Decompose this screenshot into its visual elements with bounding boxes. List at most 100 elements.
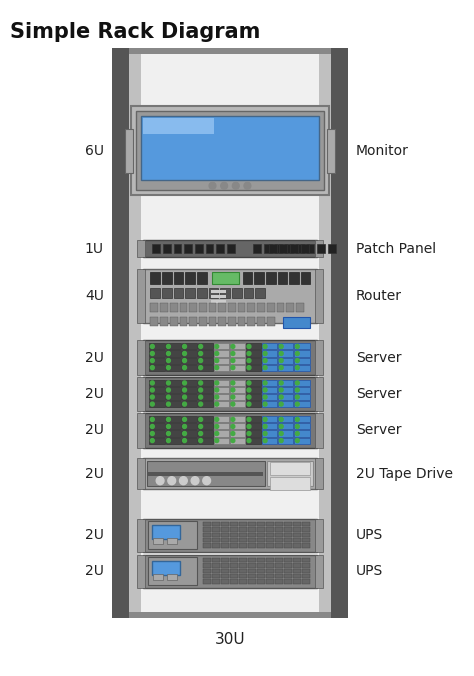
Bar bbox=[284, 574, 292, 579]
Bar bbox=[284, 579, 292, 584]
Bar bbox=[294, 394, 310, 400]
Circle shape bbox=[295, 439, 299, 443]
Bar bbox=[148, 521, 197, 550]
Circle shape bbox=[263, 425, 267, 429]
Circle shape bbox=[279, 439, 283, 443]
Circle shape bbox=[168, 477, 176, 485]
Bar bbox=[294, 387, 310, 393]
Bar bbox=[302, 527, 310, 531]
Bar bbox=[266, 558, 274, 562]
Circle shape bbox=[231, 352, 235, 356]
Circle shape bbox=[295, 388, 299, 392]
Bar bbox=[230, 579, 238, 584]
Bar bbox=[214, 431, 229, 437]
Bar bbox=[165, 431, 181, 437]
Bar bbox=[228, 303, 236, 312]
Bar bbox=[221, 563, 229, 568]
Bar bbox=[111, 48, 348, 618]
Bar bbox=[182, 358, 197, 364]
Bar bbox=[150, 316, 158, 326]
Circle shape bbox=[150, 402, 154, 406]
Circle shape bbox=[150, 366, 154, 370]
Bar bbox=[143, 413, 317, 448]
Bar bbox=[262, 437, 277, 443]
Circle shape bbox=[156, 477, 164, 485]
Bar bbox=[276, 303, 284, 312]
Bar bbox=[150, 272, 160, 284]
Bar bbox=[289, 272, 299, 284]
Bar bbox=[173, 288, 183, 298]
Bar bbox=[293, 558, 301, 562]
Bar bbox=[296, 303, 304, 312]
Bar bbox=[143, 377, 317, 411]
Bar bbox=[267, 303, 274, 312]
Circle shape bbox=[199, 352, 202, 356]
Bar bbox=[165, 358, 181, 364]
Bar bbox=[198, 387, 213, 393]
Bar bbox=[167, 574, 177, 580]
Bar bbox=[214, 343, 229, 349]
Bar bbox=[230, 522, 238, 526]
Bar bbox=[248, 579, 256, 584]
Bar bbox=[317, 244, 325, 254]
Bar bbox=[211, 272, 239, 284]
Circle shape bbox=[182, 425, 186, 429]
Circle shape bbox=[199, 402, 202, 406]
Bar bbox=[239, 558, 247, 562]
Bar bbox=[266, 272, 275, 284]
Circle shape bbox=[231, 345, 235, 348]
Circle shape bbox=[203, 477, 210, 485]
Circle shape bbox=[263, 358, 267, 362]
Bar bbox=[243, 272, 252, 284]
Bar bbox=[262, 350, 277, 356]
Bar bbox=[270, 462, 310, 475]
Bar bbox=[302, 574, 310, 579]
Bar bbox=[182, 437, 197, 443]
Bar bbox=[230, 387, 245, 393]
Text: Monitor: Monitor bbox=[356, 143, 409, 158]
Bar bbox=[278, 358, 293, 364]
Bar bbox=[280, 244, 287, 254]
Circle shape bbox=[263, 366, 267, 370]
Circle shape bbox=[182, 402, 186, 406]
Circle shape bbox=[279, 366, 283, 370]
Bar bbox=[165, 343, 181, 349]
Bar bbox=[278, 437, 293, 443]
Bar bbox=[246, 387, 261, 393]
Bar bbox=[278, 431, 293, 437]
Bar bbox=[302, 579, 310, 584]
Circle shape bbox=[295, 425, 299, 429]
Bar bbox=[238, 316, 246, 326]
Circle shape bbox=[166, 431, 170, 435]
Bar bbox=[293, 563, 301, 568]
Bar bbox=[275, 527, 283, 531]
Bar bbox=[185, 272, 195, 284]
Bar bbox=[293, 574, 301, 579]
Bar bbox=[184, 244, 192, 254]
Bar bbox=[302, 538, 310, 542]
Bar bbox=[267, 316, 274, 326]
Bar bbox=[262, 358, 277, 364]
Bar bbox=[293, 527, 301, 531]
Bar bbox=[294, 380, 310, 386]
Circle shape bbox=[244, 183, 251, 189]
Bar bbox=[275, 544, 283, 548]
Bar bbox=[141, 116, 319, 180]
Bar bbox=[182, 350, 197, 356]
Bar bbox=[246, 364, 261, 370]
Circle shape bbox=[279, 358, 283, 362]
Bar bbox=[294, 343, 310, 349]
Text: Simple Rack Diagram: Simple Rack Diagram bbox=[9, 22, 260, 42]
Circle shape bbox=[247, 381, 251, 385]
Bar bbox=[275, 574, 283, 579]
Bar bbox=[239, 538, 247, 542]
Circle shape bbox=[199, 345, 202, 348]
Bar bbox=[257, 522, 265, 526]
Bar bbox=[149, 350, 164, 356]
Circle shape bbox=[279, 388, 283, 392]
Bar bbox=[227, 244, 235, 254]
Bar bbox=[143, 269, 317, 323]
Bar bbox=[278, 423, 293, 429]
Bar bbox=[198, 423, 213, 429]
Circle shape bbox=[279, 425, 283, 429]
